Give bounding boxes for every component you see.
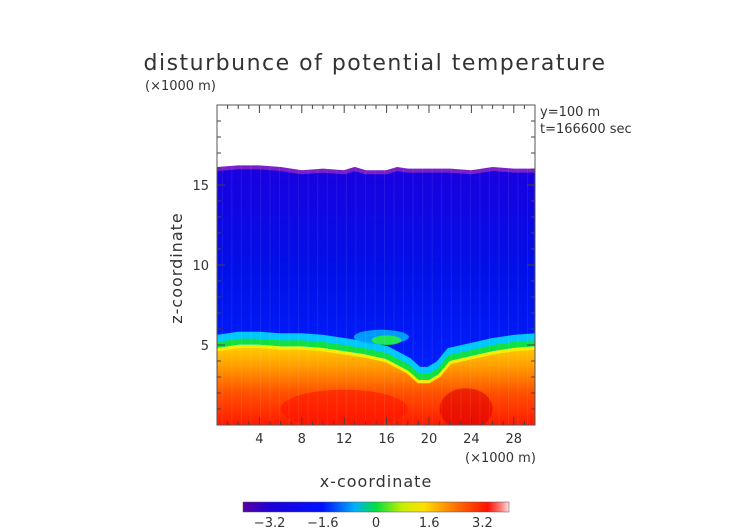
y-axis: 5 10 15 xyxy=(192,120,535,410)
x-tick-label: 28 xyxy=(506,432,523,447)
colorbar-ticks: −3.2 −1.6 0 1.6 3.2 xyxy=(254,516,493,531)
chart-title: disturbunce of potential temperature xyxy=(144,51,607,76)
x-tick-label: 4 xyxy=(255,432,263,447)
colorbar-tick-label: −1.6 xyxy=(307,516,339,531)
yellow-transition-band xyxy=(217,345,535,384)
cyan-transition-band xyxy=(217,331,535,376)
top-boundary-band xyxy=(217,165,535,175)
x-axis-label: x-coordinate xyxy=(320,472,433,491)
x-tick-label: 24 xyxy=(463,432,480,447)
annotation-y: y=100 m xyxy=(540,105,600,120)
warm-core-right xyxy=(439,388,493,425)
y-tick-label: 5 xyxy=(201,339,209,354)
unit-label: (×1000 m) xyxy=(145,79,216,94)
colorbar-tick-label: 0 xyxy=(372,516,380,531)
upper-cold-region xyxy=(217,167,535,377)
warm-core-left xyxy=(280,389,408,425)
colorbar-tick-label: −3.2 xyxy=(254,516,286,531)
green-transition-band xyxy=(217,338,535,380)
x-unit-label: (×1000 m) xyxy=(465,451,536,466)
contour-texture xyxy=(221,105,529,425)
annotation-time: t=166600 sec xyxy=(540,122,632,137)
x-axis: 4 8 12 16 20 24 28 xyxy=(227,105,525,447)
y-axis-label: z-coordinate xyxy=(167,212,186,324)
y-tick-label: 15 xyxy=(192,179,209,194)
x-tick-label: 12 xyxy=(336,432,353,447)
y-tick-label: 10 xyxy=(192,259,209,274)
plot-area xyxy=(217,105,535,425)
colorbar xyxy=(242,501,510,513)
colorbar-tick-label: 1.6 xyxy=(419,516,440,531)
cold-blob-core xyxy=(371,335,402,346)
x-tick-label: 20 xyxy=(421,432,438,447)
x-tick-label: 8 xyxy=(298,432,306,447)
colorbar-tick-label: 3.2 xyxy=(472,516,493,531)
x-tick-label: 16 xyxy=(378,432,395,447)
